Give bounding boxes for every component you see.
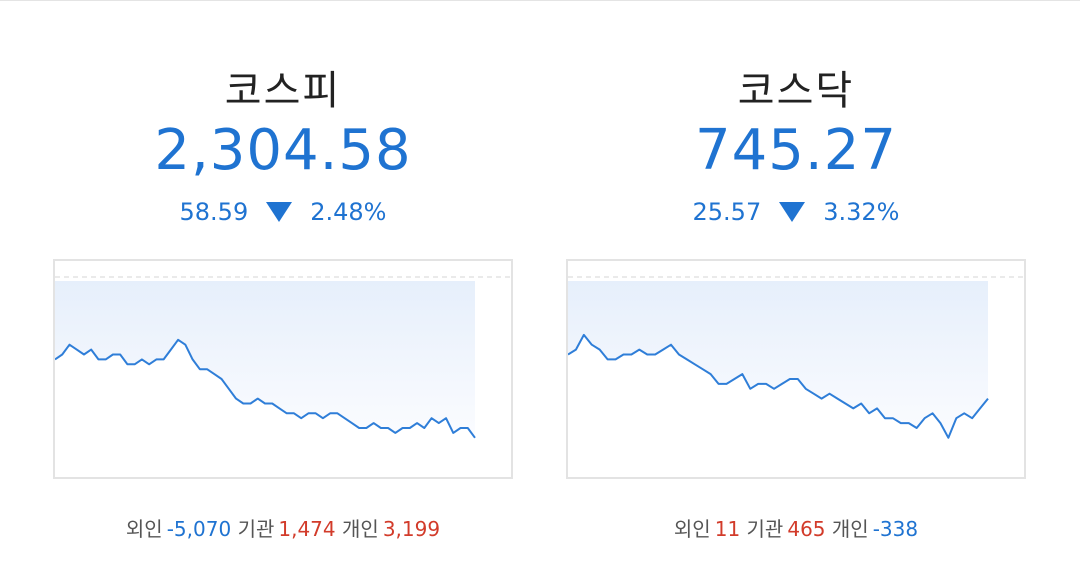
individual-label: 개인 — [831, 517, 869, 541]
intraday-chart[interactable] — [566, 259, 1026, 479]
price-line — [568, 333, 989, 439]
down-triangle-icon — [779, 202, 806, 222]
top-divider — [0, 0, 1080, 1]
individual-label: 개인 — [342, 517, 379, 541]
intraday-chart-svg — [568, 276, 1024, 439]
investor-flows: 외인 -5,070 기관 1,474 개인 3,199 — [48, 513, 518, 542]
index-name: 코스닥 — [737, 68, 855, 114]
institution-label: 기관 — [237, 517, 275, 541]
change-percent: 2.48% — [310, 198, 387, 226]
chart-area — [55, 281, 475, 438]
change-amount: 25.57 — [692, 198, 762, 226]
intraday-chart[interactable] — [53, 259, 513, 479]
foreign-label: 외인 — [673, 517, 711, 541]
individual-value: -338 — [872, 517, 919, 541]
index-name: 코스피 — [224, 68, 342, 114]
kosdaq-panel[interactable]: 코스닥 745.27 25.57 3.32% 외인 11 기관 465 개인 -338 — [561, 0, 1031, 575]
foreign-value: 11 — [714, 517, 741, 541]
price-line — [55, 338, 476, 439]
change-amount: 58.59 — [179, 198, 249, 226]
foreign-label: 외인 — [125, 517, 163, 541]
index-value: 745.27 — [695, 118, 897, 183]
kospi-panel[interactable]: 코스피 2,304.58 58.59 2.48% 외인 -5,070 기관 1,47… — [48, 0, 518, 575]
institution-label: 기관 — [746, 517, 784, 541]
investor-flows: 외인 11 기관 465 개인 -338 — [561, 513, 1031, 542]
index-value: 2,304.58 — [154, 118, 412, 183]
institution-value: 1,474 — [278, 517, 336, 541]
chart-area — [568, 281, 988, 438]
change-percent: 3.32% — [823, 198, 900, 226]
down-triangle-icon — [266, 202, 293, 222]
foreign-value: -5,070 — [166, 517, 232, 541]
intraday-chart-svg — [55, 276, 511, 439]
change-row: 25.57 3.32% — [561, 198, 1031, 226]
individual-value: 3,199 — [382, 517, 441, 541]
institution-value: 465 — [787, 517, 826, 541]
change-row: 58.59 2.48% — [48, 198, 518, 226]
